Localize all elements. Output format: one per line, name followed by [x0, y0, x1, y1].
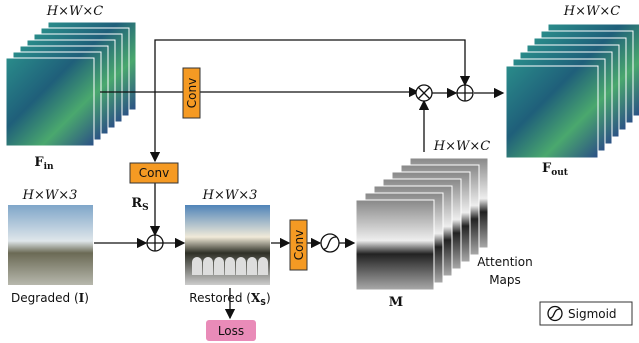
arch — [225, 257, 235, 275]
attention-caption: Maps — [489, 273, 521, 287]
conv-label: Conv — [139, 166, 169, 180]
multiply — [416, 85, 432, 101]
arch — [203, 257, 213, 275]
dims: H×W×C — [46, 4, 103, 19]
legend-sigmoid — [548, 307, 562, 321]
map-layer — [6, 58, 94, 146]
attention-label: M — [389, 295, 403, 310]
degraded-image — [8, 205, 93, 285]
map-layer — [356, 200, 434, 290]
legend-label: Sigmoid — [568, 307, 617, 321]
residual-label: RS — [131, 196, 148, 213]
arch — [258, 257, 268, 275]
sigmoid — [321, 234, 339, 252]
add-out — [457, 85, 473, 101]
subscript: out — [551, 168, 569, 178]
text: ) — [84, 291, 89, 305]
arch — [214, 257, 224, 275]
conv-label: Conv — [292, 230, 306, 260]
arch — [236, 257, 246, 275]
subscript: S — [142, 203, 149, 213]
feature-out-label: Fout — [542, 161, 569, 178]
add-res — [147, 235, 163, 251]
arch — [192, 257, 202, 275]
dims: H×W×3 — [202, 188, 258, 203]
dims: H×W×C — [433, 139, 490, 154]
map-layer — [506, 66, 598, 158]
subscript: in — [44, 162, 54, 172]
text: Restored ( — [189, 291, 251, 305]
diagram: Conv Conv Conv Loss H×W×C Fin RS H×W×3 D… — [0, 0, 639, 343]
arch — [247, 257, 257, 275]
page: Conv Conv Conv Loss H×W×C Fin RS H×W×3 D… — [0, 0, 639, 343]
feature-in-label: Fin — [34, 155, 54, 172]
conv-label: Conv — [185, 78, 199, 108]
skip-line — [155, 40, 465, 92]
text: Degraded ( — [11, 291, 79, 305]
dims: H×W×C — [563, 4, 620, 19]
text: ) — [266, 291, 271, 305]
symbol: R — [131, 196, 142, 211]
degraded-label: Degraded (I) — [11, 291, 89, 305]
restored-label: Restored (XS) — [189, 291, 270, 307]
attention-caption: Attention — [477, 255, 532, 269]
loss-label: Loss — [218, 324, 244, 338]
dims: H×W×3 — [22, 188, 78, 203]
stacks — [6, 22, 639, 290]
